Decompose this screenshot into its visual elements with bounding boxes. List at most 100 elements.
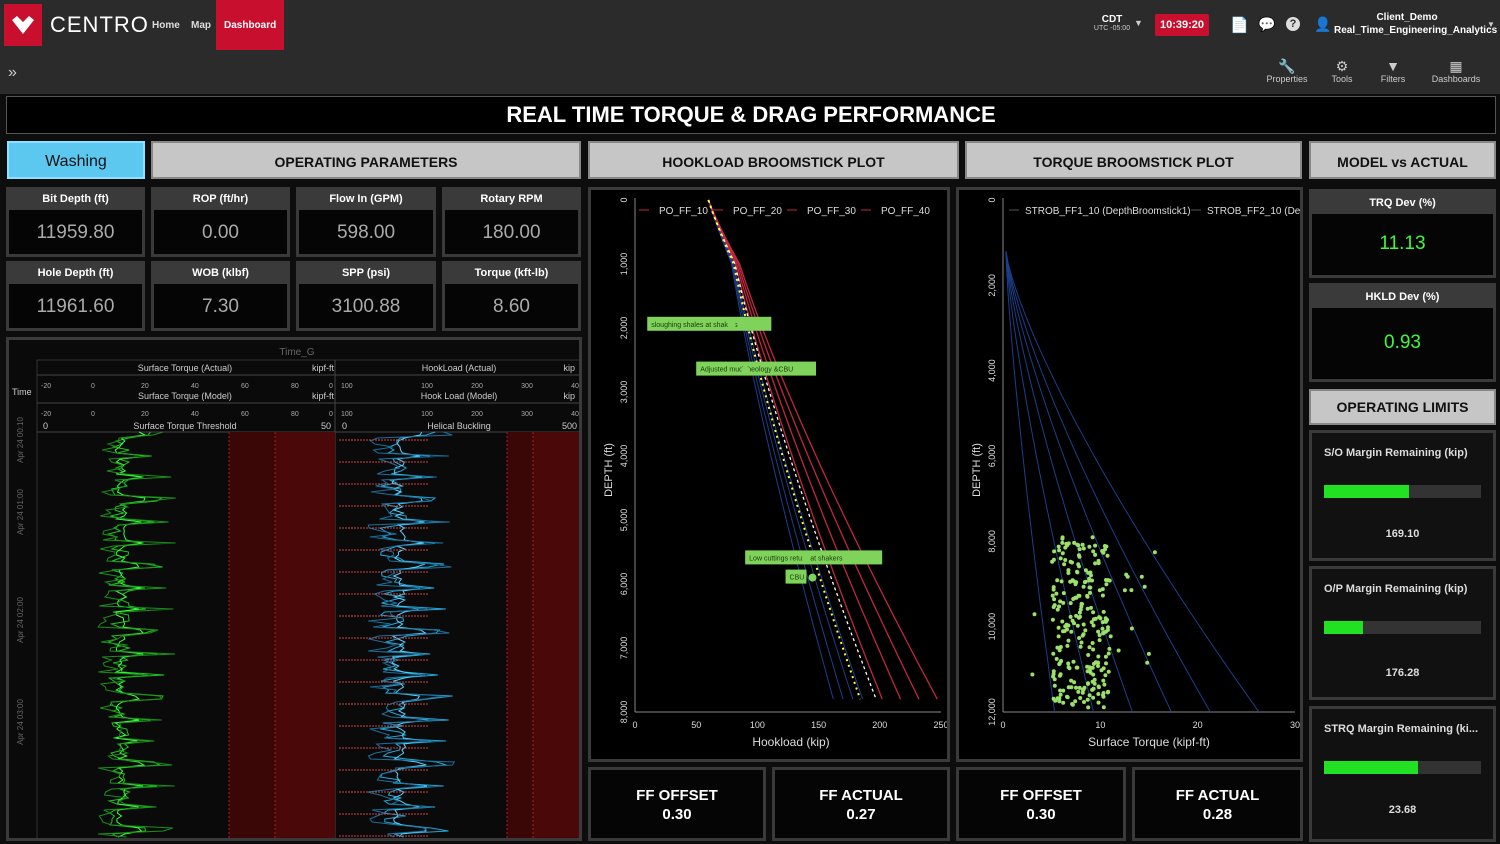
torque-data-point [1083,568,1088,573]
account-name: Real_Time_Engineering_Analytics [1334,25,1498,36]
time-log-panel[interactable]: Time_G Time Surface Torque (Actual) kipf… [6,337,582,841]
torque-data-point [1066,638,1071,643]
torque-data-point [1052,603,1057,608]
torque-data-point [1081,622,1086,627]
y-tick-label: 2,000 [619,317,629,340]
torque-data-point [1058,556,1063,561]
torque-data-point [1074,665,1079,670]
clock-badge: 10:39:20 [1155,14,1209,36]
nav-home[interactable]: Home [152,20,180,31]
card-value: 0.93 [1384,332,1421,353]
y-tick-label: 4,000 [619,445,629,468]
help-icon[interactable]: ? [1286,17,1300,31]
annotation-marker [802,554,811,563]
torque-data-point [1056,544,1061,549]
torque-data-point [1101,705,1106,710]
properties-button[interactable]: 🔧 Properties [1259,58,1315,84]
torque-data-point [1096,629,1101,634]
torque-data-point [1052,683,1057,688]
torque-data-point [1093,543,1098,548]
torque-data-point [1057,699,1062,704]
torque-data-point [1068,601,1073,606]
torque-data-point [1097,638,1102,643]
torque-data-point [1100,626,1105,631]
limit-value: 169.10 [1385,528,1420,540]
chevron-down-icon[interactable]: ▼ [1134,18,1143,28]
y-tick-label: 1,000 [619,253,629,276]
client-name: Client_Demo [1376,12,1438,23]
legend-entry: PO_FF_40 [881,206,930,217]
torque-data-point [1059,579,1064,584]
limit-bar [1324,761,1481,774]
card-label: HKLD Dev (%) [1312,286,1493,308]
torque-data-point [1070,702,1075,706]
expand-sidebar-icon[interactable]: » [8,64,17,81]
chat-icon[interactable]: 💬 [1258,16,1276,32]
torque-data-point [1097,615,1102,620]
torque-data-point [1096,664,1100,668]
torque-data-point [1059,659,1064,663]
tick-label: 200 [471,411,483,418]
buckling-label: Helical Buckling [427,421,491,431]
torque-data-point [1101,609,1106,614]
filters-button[interactable]: ▼ Filters [1365,58,1421,84]
torque-data-point [1058,672,1063,677]
hookload-curve [707,199,864,700]
user-icon[interactable]: 👤 [1314,16,1332,32]
torque-data-point [1090,687,1095,692]
nav-map[interactable]: Map [191,20,211,31]
torque-data-point [1052,597,1057,602]
torque-data-point [1032,612,1037,617]
tick-label: 40 [191,383,199,390]
card-value: 7.30 [202,296,239,317]
torque-data-point [1116,648,1121,653]
centro-logo-icon[interactable] [4,4,42,46]
annotation-marker [741,365,750,374]
dashboard-title: REAL TIME TORQUE & DRAG PERFORMANCE [6,96,1496,134]
tools-button[interactable]: ⚙ Tools [1314,58,1370,84]
timezone-selector[interactable]: CDT UTC -05:00 [1092,14,1132,32]
torque-data-point [1052,549,1057,554]
legend-entry: STROB_FF1_10 (DepthBroomstick1) [1025,206,1191,217]
bit-depth-card: Bit Depth (ft) 11959.80 [6,187,145,257]
card-label: Flow In (GPM) [299,190,433,210]
chevron-down-icon[interactable]: ▼ [1487,20,1495,29]
torque-data-point [1065,694,1069,699]
hookload-broomstick-plot[interactable]: PO_FF_10 PO_FF_20 PO_FF_30 PO_FF_40 DEPTH (… [588,187,950,762]
hookload-curve [707,199,844,700]
torque-data-point [1050,559,1055,564]
torque-data-point [1083,628,1088,633]
user-account[interactable]: Client_Demo Real_Time_Engineering_Analyt… [1334,12,1498,36]
card-value: 598.00 [336,222,396,243]
torque-y-label: DEPTH (ft) [971,443,983,497]
document-icon[interactable]: 📄 [1230,17,1249,34]
y-tick-label: 0 [619,197,629,202]
brand-name: CENTRO [50,12,149,37]
torque-data-point [1096,685,1101,690]
torque-data-point [1075,542,1080,547]
annotation-label: CBU [790,575,805,582]
status-badge: Washing [7,141,145,179]
torque-plot-header: TORQUE BROOMSTICK PLOT [965,141,1302,179]
log-trace [97,431,176,838]
torque-model-unit: kipf-ft [312,391,335,401]
card-label: Rotary RPM [445,190,578,210]
torque-broomstick-plot[interactable]: STROB_FF1_10 (DepthBroomstick1) STROB_FF2… [956,187,1303,762]
tick-label: 40 [191,411,199,418]
torque-data-point [1091,672,1096,677]
ff-label: FF ACTUAL [1175,787,1260,804]
dashboards-button[interactable]: ▦ Dashboards [1428,58,1484,84]
x-tick-label: 50 [691,720,701,730]
torque-data-point [1077,610,1082,615]
torque-data-point [1085,697,1090,702]
hookload-curve [707,199,877,700]
nav-dashboard[interactable]: Dashboard [216,0,285,50]
torque-data-point [1070,578,1075,583]
torque-data-point [1091,549,1096,554]
card-value: 180.00 [482,222,541,243]
torque-data-point [1062,629,1067,633]
y-tick-label: 5,000 [619,509,629,532]
torque-data-point [1076,689,1081,694]
tick-label: 20 [141,411,149,418]
tick-label: 0 [91,383,95,390]
